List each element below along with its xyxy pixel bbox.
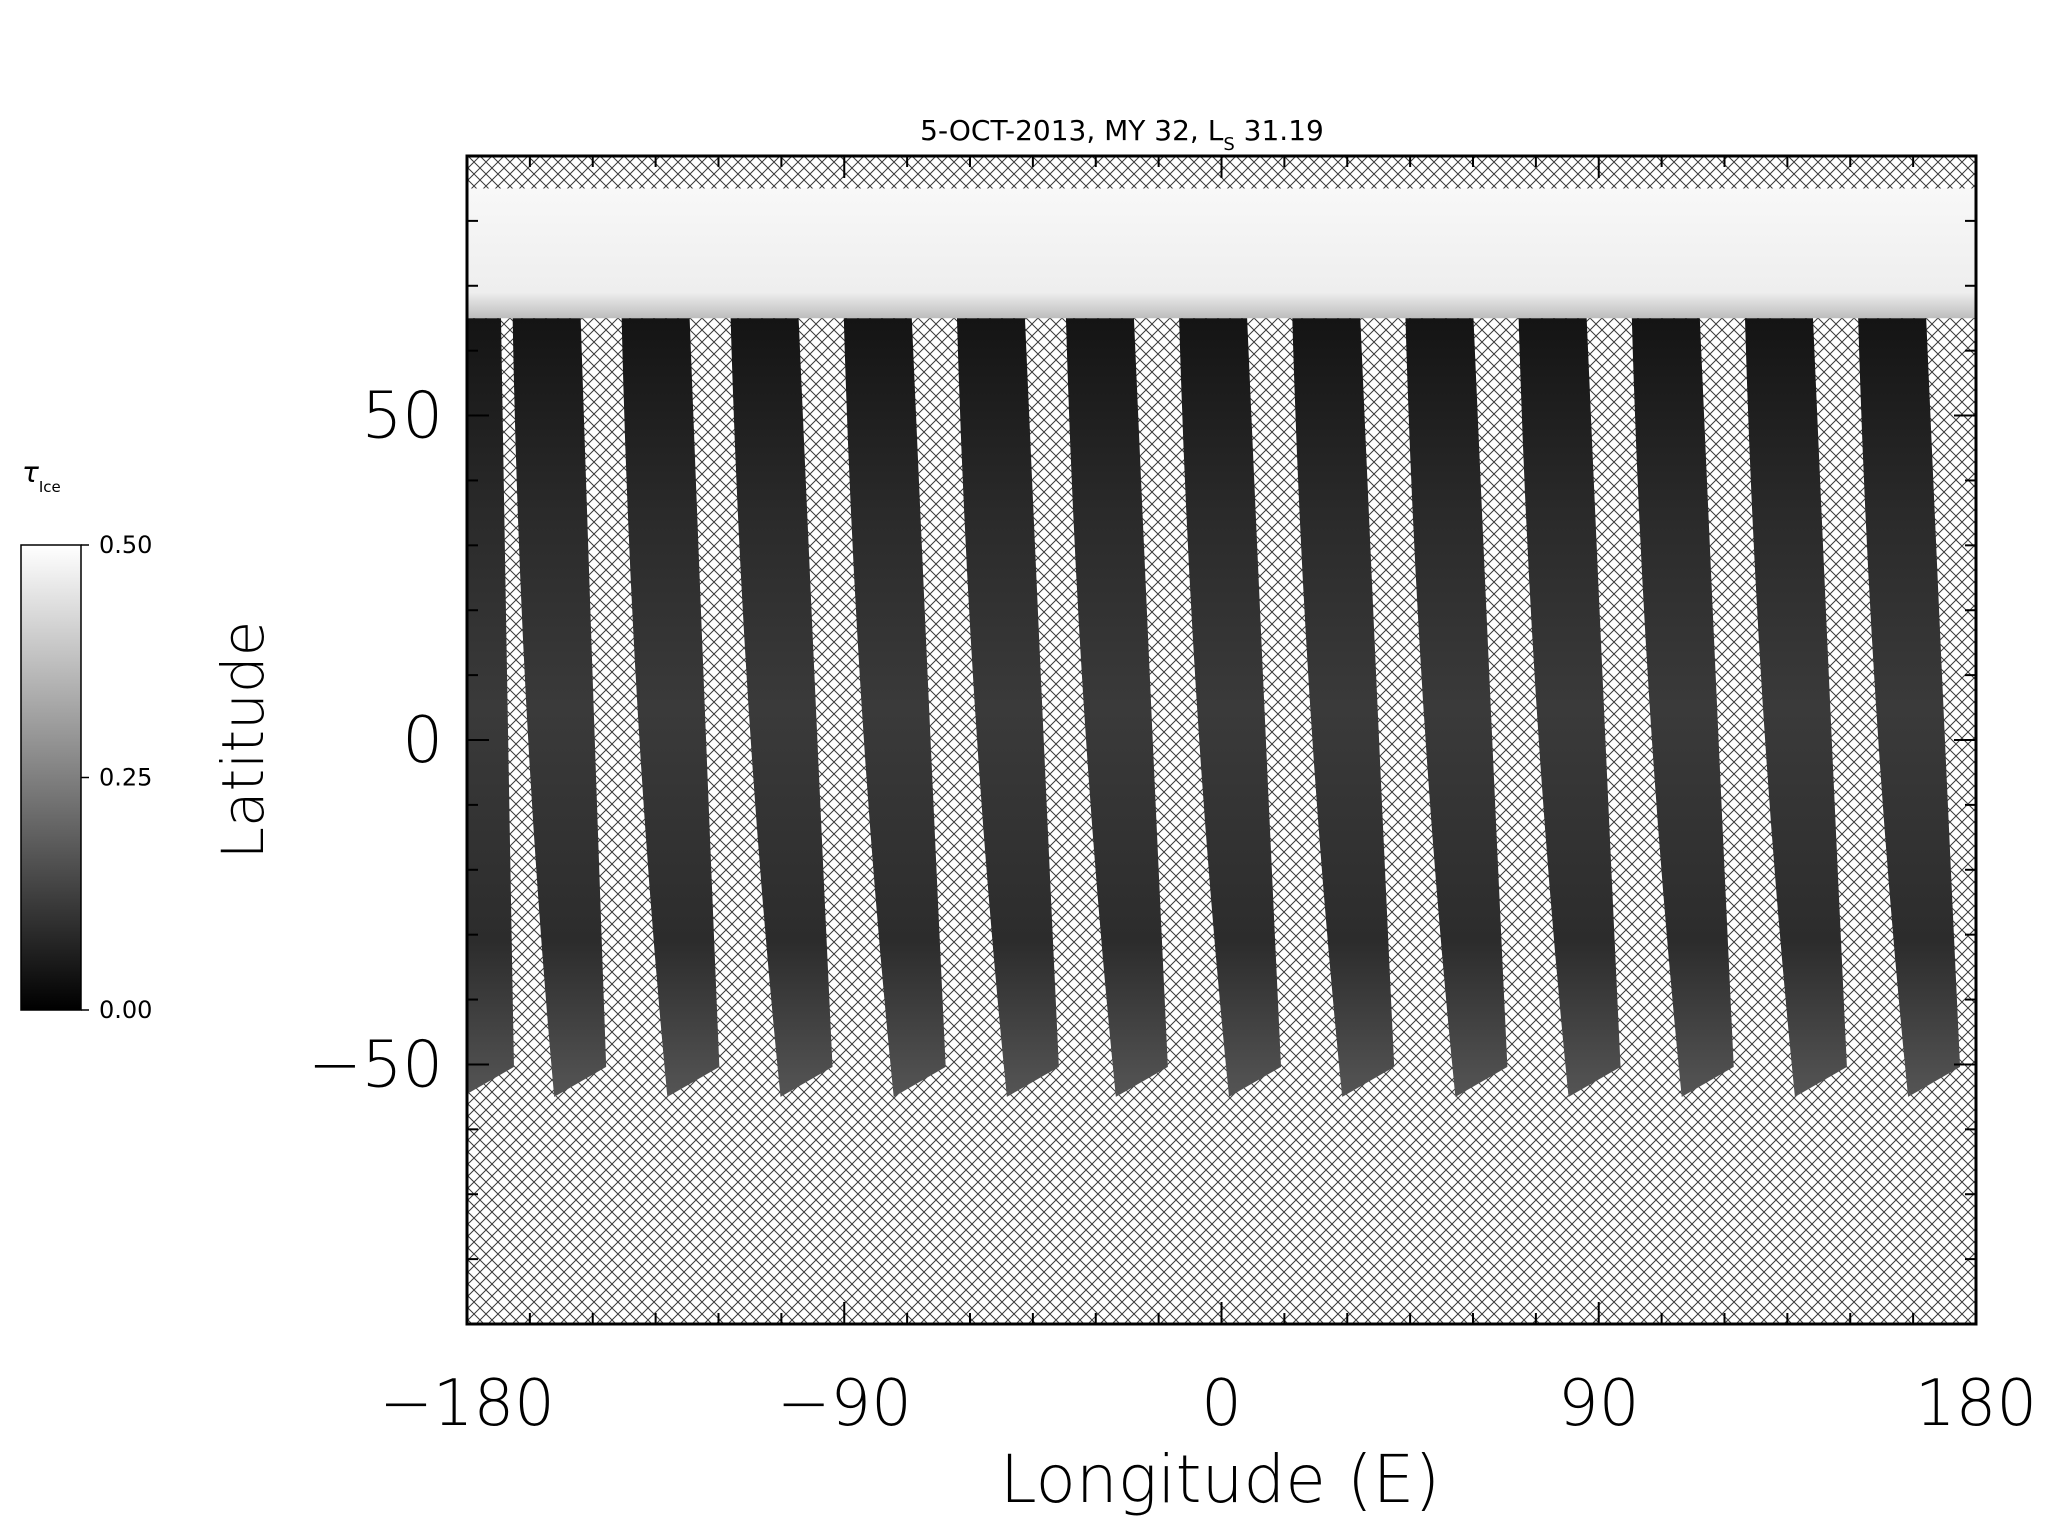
x-tick-label: 180 (1915, 1367, 2037, 1441)
colorbar-ticks: 0.00 0.25 0.50 (81, 531, 152, 1024)
x-tick-label: 90 (1558, 1367, 1639, 1441)
colorbar-tick-label: 0.25 (99, 764, 152, 792)
x-axis-label: Longitude (E) (1000, 1441, 1440, 1518)
swath-12 (1631, 318, 1734, 1097)
swath-14 (1858, 318, 1961, 1097)
x-tick-label: 0 (1201, 1367, 1242, 1441)
x-tick-label: −90 (777, 1367, 912, 1441)
data-layer (467, 188, 1976, 1097)
swath-6 (956, 318, 1059, 1097)
colorbar-title: τIce (22, 456, 61, 496)
swath-1 (467, 318, 514, 1094)
colorbar-tick-label: 0.00 (99, 996, 152, 1024)
y-axis-label: Latitude (209, 621, 277, 860)
y-tick-label: 0 (402, 704, 443, 778)
x-tick-label: −180 (379, 1367, 555, 1441)
swath-9 (1292, 318, 1395, 1097)
swath-2 (512, 318, 607, 1097)
swath-4 (730, 318, 833, 1097)
swath-11 (1518, 318, 1621, 1097)
y-tick-label: −50 (308, 1028, 443, 1102)
swath-3 (621, 318, 720, 1097)
axes-layer: −180 −90 0 90 180 −50 0 50 (308, 156, 2037, 1441)
chart-title: 5-OCT-2013, MY 32, LS 31.19 (920, 114, 1324, 155)
y-tick-label: 50 (362, 380, 443, 454)
swath-8 (1179, 318, 1282, 1097)
colorbar-tick-label: 0.50 (99, 531, 152, 559)
polar-cap-region (467, 188, 1976, 319)
swath-5 (843, 318, 946, 1097)
swath-7 (1065, 318, 1168, 1097)
colorbar (20, 544, 82, 1011)
swath-10 (1405, 318, 1508, 1097)
swath-13 (1744, 318, 1847, 1097)
